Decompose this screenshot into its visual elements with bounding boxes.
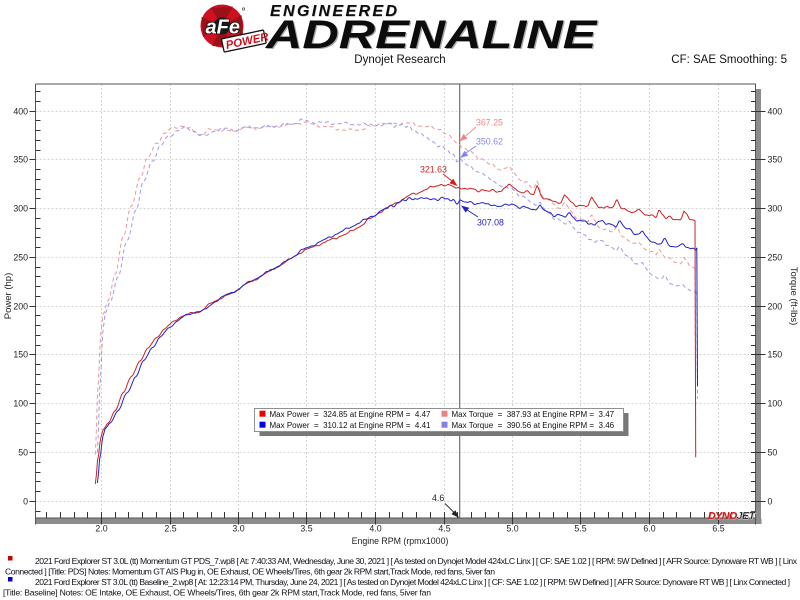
svg-text:350.62: 350.62 — [476, 137, 503, 147]
svg-text:200: 200 — [768, 302, 783, 312]
svg-text:321.63: 321.63 — [420, 165, 447, 175]
svg-text:200: 200 — [13, 302, 28, 312]
svg-text:Connected ] [Title: PDS] Note: Connected ] [Title: PDS] Notes: Momentum… — [5, 567, 495, 577]
svg-text:Torque (ft-lbs): Torque (ft-lbs) — [788, 267, 799, 326]
svg-text:150: 150 — [768, 350, 783, 360]
svg-text:350: 350 — [13, 155, 28, 165]
svg-text:4.5: 4.5 — [438, 524, 450, 534]
svg-text:2021 Ford Explorer ST 3.0L (tt: 2021 Ford Explorer ST 3.0L (tt) Baseline… — [35, 577, 790, 587]
svg-text:400: 400 — [768, 107, 783, 117]
svg-text:2.0: 2.0 — [95, 524, 107, 534]
svg-text:4.6: 4.6 — [432, 493, 444, 503]
svg-text:350: 350 — [768, 155, 783, 165]
svg-text:100: 100 — [768, 399, 783, 409]
svg-text:5.5: 5.5 — [574, 524, 586, 534]
svg-text:2021 Ford Explorer ST 3.0L (tt: 2021 Ford Explorer ST 3.0L (tt) Momentum… — [35, 556, 798, 566]
svg-text:[Title: Baseline] Notes: OE I: [Title: Baseline] Notes: OE Intake, OE E… — [3, 588, 431, 598]
svg-text:Max Power = 324.85 at Engine: Max Power = 324.85 at Engine RPM = 4.47 — [270, 410, 432, 419]
svg-text:5.0: 5.0 — [506, 524, 518, 534]
svg-text:Max Torque = 387.93 at Engin: Max Torque = 387.93 at Engine RPM = 3.47 — [452, 410, 615, 419]
svg-text:300: 300 — [768, 204, 783, 214]
svg-text:307.08: 307.08 — [477, 218, 504, 228]
svg-text:JET: JET — [737, 510, 757, 522]
svg-text:4.0: 4.0 — [369, 524, 381, 534]
svg-text:Engine RPM (rpmx1000): Engine RPM (rpmx1000) — [352, 536, 449, 546]
svg-text:250: 250 — [768, 253, 783, 263]
svg-text:Max Power = 310.12 at Engine: Max Power = 310.12 at Engine RPM = 4.41 — [270, 421, 432, 430]
svg-text:Power (hp): Power (hp) — [3, 273, 14, 319]
svg-text:DYNO: DYNO — [708, 510, 737, 522]
svg-text:400: 400 — [13, 107, 28, 117]
svg-text:aFe: aFe — [206, 17, 240, 39]
svg-text:150: 150 — [13, 350, 28, 360]
svg-text:250: 250 — [13, 253, 28, 263]
svg-text:6.5: 6.5 — [712, 524, 724, 534]
svg-text:50: 50 — [768, 448, 778, 458]
svg-text:3.5: 3.5 — [300, 524, 312, 534]
svg-text:DYNOJET: DYNOJET — [709, 511, 758, 523]
svg-text:100: 100 — [13, 399, 28, 409]
svg-text:6.0: 6.0 — [643, 524, 655, 534]
svg-text:0: 0 — [23, 497, 28, 507]
svg-text:367.25: 367.25 — [476, 118, 503, 128]
svg-text:300: 300 — [13, 204, 28, 214]
svg-text:3.0: 3.0 — [232, 524, 244, 534]
svg-text:0: 0 — [768, 497, 773, 507]
svg-text:2.5: 2.5 — [164, 524, 176, 534]
svg-text:Max Torque = 390.56 at Engin: Max Torque = 390.56 at Engine RPM = 3.46 — [452, 421, 615, 430]
svg-text:50: 50 — [18, 448, 28, 458]
